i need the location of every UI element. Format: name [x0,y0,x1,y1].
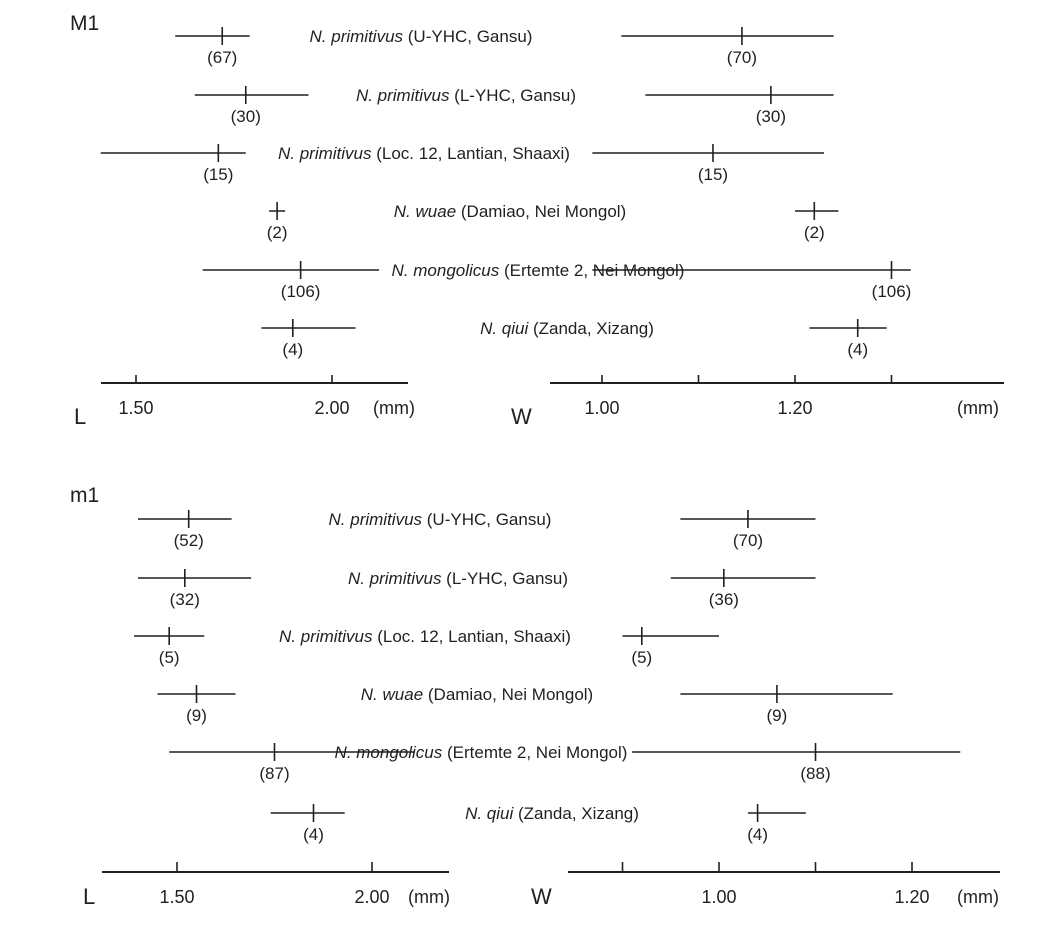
species-label: N. wuae (Damiao, Nei Mongol) [394,202,626,221]
length-axis-unit: (mm) [373,398,415,418]
panel-m1: M1N. primitivus (U-YHC, Gansu)(67) (70)N.… [70,12,1004,429]
locality-name: (Zanda, Xizang) [513,804,639,823]
species-row: N. primitivus (L-YHC, Gansu) (30) (30) [194,86,834,126]
width-tick-label: 1.00 [584,398,619,418]
width-sample-count: (9) [767,706,788,725]
length-axis-unit: (mm) [408,887,450,907]
length-sample-count: (67) [207,48,237,67]
length-sample-count: (2) [267,223,288,242]
species-row: N. mongolicus (Ertemte 2, Nei Mongol)(87… [169,743,961,783]
species-name: N. qiui [465,804,514,823]
length-sample-count: (87) [259,764,289,783]
width-sample-count: (5) [631,648,652,667]
length-sample-count: (106) [281,282,321,301]
species-label: N. primitivus (Loc. 12, Lantian, Shaaxi) [278,144,570,163]
width-axis: 1.00 1.20 W (mm) [531,862,1000,909]
species-row: N. primitivus (Loc. 12, Lantian, Shaaxi)… [100,144,824,184]
length-tick-label: 2.00 [354,887,389,907]
locality-name: (Loc. 12, Lantian, Shaaxi) [373,627,571,646]
width-sample-count: (106) [872,282,912,301]
length-axis: 1.50 2.00 L (mm) [83,862,450,909]
panel-label: M1 [70,12,99,35]
species-row: N. wuae (Damiao, Nei Mongol) (2) (2) [267,202,839,242]
species-name: N. wuae [394,202,456,221]
species-row: N. qiui (Zanda, Xizang) (4) (4) [261,319,887,359]
locality-name: (L-YHC, Gansu) [449,86,576,105]
width-tick-label: 1.20 [894,887,929,907]
width-sample-count: (2) [804,223,825,242]
width-sample-count: (88) [800,764,830,783]
species-label: N. primitivus (U-YHC, Gansu) [310,27,533,46]
species-row: N. mongolicus (Ertemte 2, Nei Mongol) (10… [202,261,912,301]
species-label: N. mongolicus (Ertemte 2, Nei Mongol) [392,261,685,280]
length-sample-count: (4) [303,825,324,844]
panel-m1: m1N. primitivus (U-YHC, Gansu)(52) (70)N.… [70,484,1000,909]
locality-name: (Ertemte 2, Nei Mongol) [499,261,684,280]
species-row: N. primitivus (L-YHC, Gansu) (32) (36) [138,569,816,609]
species-row: N. wuae (Damiao, Nei Mongol) (9) (9) [157,685,893,725]
width-axis-letter: W [531,884,552,909]
species-name: N. primitivus [278,144,372,163]
length-tick-label: 1.50 [159,887,194,907]
species-name: N. wuae [361,685,423,704]
length-axis: 1.50 2.00 L (mm) [74,375,415,429]
width-axis: 1.00 1.20 W (mm) [511,375,1004,429]
species-row: N. primitivus (Loc. 12, Lantian, Shaaxi)… [134,627,719,667]
species-row: N. primitivus (U-YHC, Gansu) (52) (70) [138,510,816,550]
species-name: N. qiui [480,319,529,338]
length-sample-count: (15) [203,165,233,184]
length-sample-count: (32) [170,590,200,609]
length-sample-count: (4) [282,340,303,359]
width-axis-letter: W [511,404,532,429]
species-name: N. primitivus [356,86,450,105]
species-label: N. primitivus (U-YHC, Gansu) [329,510,552,529]
species-label: N. qiui (Zanda, Xizang) [465,804,639,823]
width-sample-count: (36) [709,590,739,609]
width-axis-unit: (mm) [957,887,999,907]
length-sample-count: (9) [186,706,207,725]
species-name: N. mongolicus [392,261,500,280]
panel-label: m1 [70,484,99,507]
species-name: N. primitivus [329,510,423,529]
locality-name: (Zanda, Xizang) [528,319,654,338]
length-sample-count: (5) [159,648,180,667]
species-name: N. primitivus [279,627,373,646]
width-sample-count: (70) [733,531,763,550]
species-row: N. primitivus (U-YHC, Gansu) (67) (70) [175,27,834,67]
width-sample-count: (4) [747,825,768,844]
width-sample-count: (30) [756,107,786,126]
species-label: N. primitivus (L-YHC, Gansu) [356,86,576,105]
locality-name: (U-YHC, Gansu) [403,27,532,46]
locality-name: (Loc. 12, Lantian, Shaaxi) [372,144,570,163]
locality-name: (Damiao, Nei Mongol) [423,685,593,704]
species-label: N. wuae (Damiao, Nei Mongol) [361,685,593,704]
species-label: N. primitivus (Loc. 12, Lantian, Shaaxi) [279,627,571,646]
width-tick-label: 1.00 [701,887,736,907]
species-name: N. primitivus [348,569,442,588]
species-label: N. primitivus (L-YHC, Gansu) [348,569,568,588]
length-sample-count: (52) [174,531,204,550]
locality-name: (Damiao, Nei Mongol) [456,202,626,221]
width-axis-unit: (mm) [957,398,999,418]
species-row: N. qiui (Zanda, Xizang) (4) (4) [270,804,806,844]
locality-name: (Ertemte 2, Nei Mongol) [442,743,627,762]
species-name: N. primitivus [310,27,404,46]
width-sample-count: (15) [698,165,728,184]
length-tick-label: 2.00 [314,398,349,418]
length-tick-label: 1.50 [118,398,153,418]
width-sample-count: (4) [847,340,868,359]
width-sample-count: (70) [727,48,757,67]
length-axis-letter: L [74,404,86,429]
width-tick-label: 1.20 [777,398,812,418]
locality-name: (U-YHC, Gansu) [422,510,551,529]
locality-name: (L-YHC, Gansu) [441,569,568,588]
species-label: N. qiui (Zanda, Xizang) [480,319,654,338]
length-axis-letter: L [83,884,95,909]
length-sample-count: (30) [231,107,261,126]
